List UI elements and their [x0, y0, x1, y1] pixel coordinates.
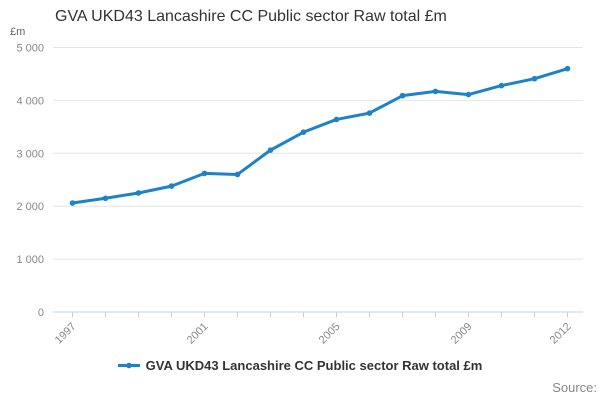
data-point-marker[interactable] [564, 65, 571, 72]
data-point-marker[interactable] [432, 88, 439, 95]
x-tick-label: 2009 [449, 321, 475, 347]
x-tick-label: 1997 [53, 321, 79, 347]
chart-title: GVA UKD43 Lancashire CC Public sector Ra… [55, 8, 447, 25]
data-point-marker[interactable] [399, 92, 406, 99]
y-tick-label: 2 000 [16, 201, 44, 213]
data-point-marker[interactable] [531, 75, 538, 82]
data-point-marker[interactable] [168, 183, 175, 189]
chart-plot-area[interactable]: 0 1 000 2 000 3 000 4 000 5 000 1997 2001 2005 20… [0, 0, 600, 350]
x-tick-label: 2005 [317, 321, 343, 347]
data-point-marker[interactable] [465, 91, 472, 98]
data-point-marker[interactable] [102, 195, 109, 202]
data-point-marker[interactable] [333, 116, 340, 123]
data-point-marker[interactable] [69, 200, 76, 206]
series-line [71, 67, 569, 205]
data-point-marker[interactable] [135, 190, 142, 196]
y-tick-label: 0 [38, 307, 44, 319]
y-tick-label: 4 000 [16, 95, 44, 107]
legend-label: GVA UKD43 Lancashire CC Public sector Ra… [145, 358, 483, 373]
data-point-marker[interactable] [201, 170, 208, 177]
data-point-marker[interactable] [300, 129, 307, 135]
data-point-marker[interactable] [498, 82, 505, 89]
y-tick-label: 5 000 [16, 43, 44, 55]
y-tick-label: 1 000 [16, 254, 44, 266]
data-point-marker[interactable] [234, 171, 241, 178]
source-label: Source: [552, 380, 597, 395]
y-axis-title: £m [10, 26, 26, 38]
data-point-marker[interactable] [267, 147, 274, 153]
x-tick-label: 2001 [185, 321, 211, 347]
x-tick-label: 2012 [548, 321, 574, 347]
data-point-marker[interactable] [366, 110, 373, 116]
y-tick-label: 3 000 [16, 148, 44, 160]
legend-line-icon [117, 362, 140, 369]
legend-item[interactable]: GVA UKD43 Lancashire CC Public sector Ra… [0, 358, 600, 373]
